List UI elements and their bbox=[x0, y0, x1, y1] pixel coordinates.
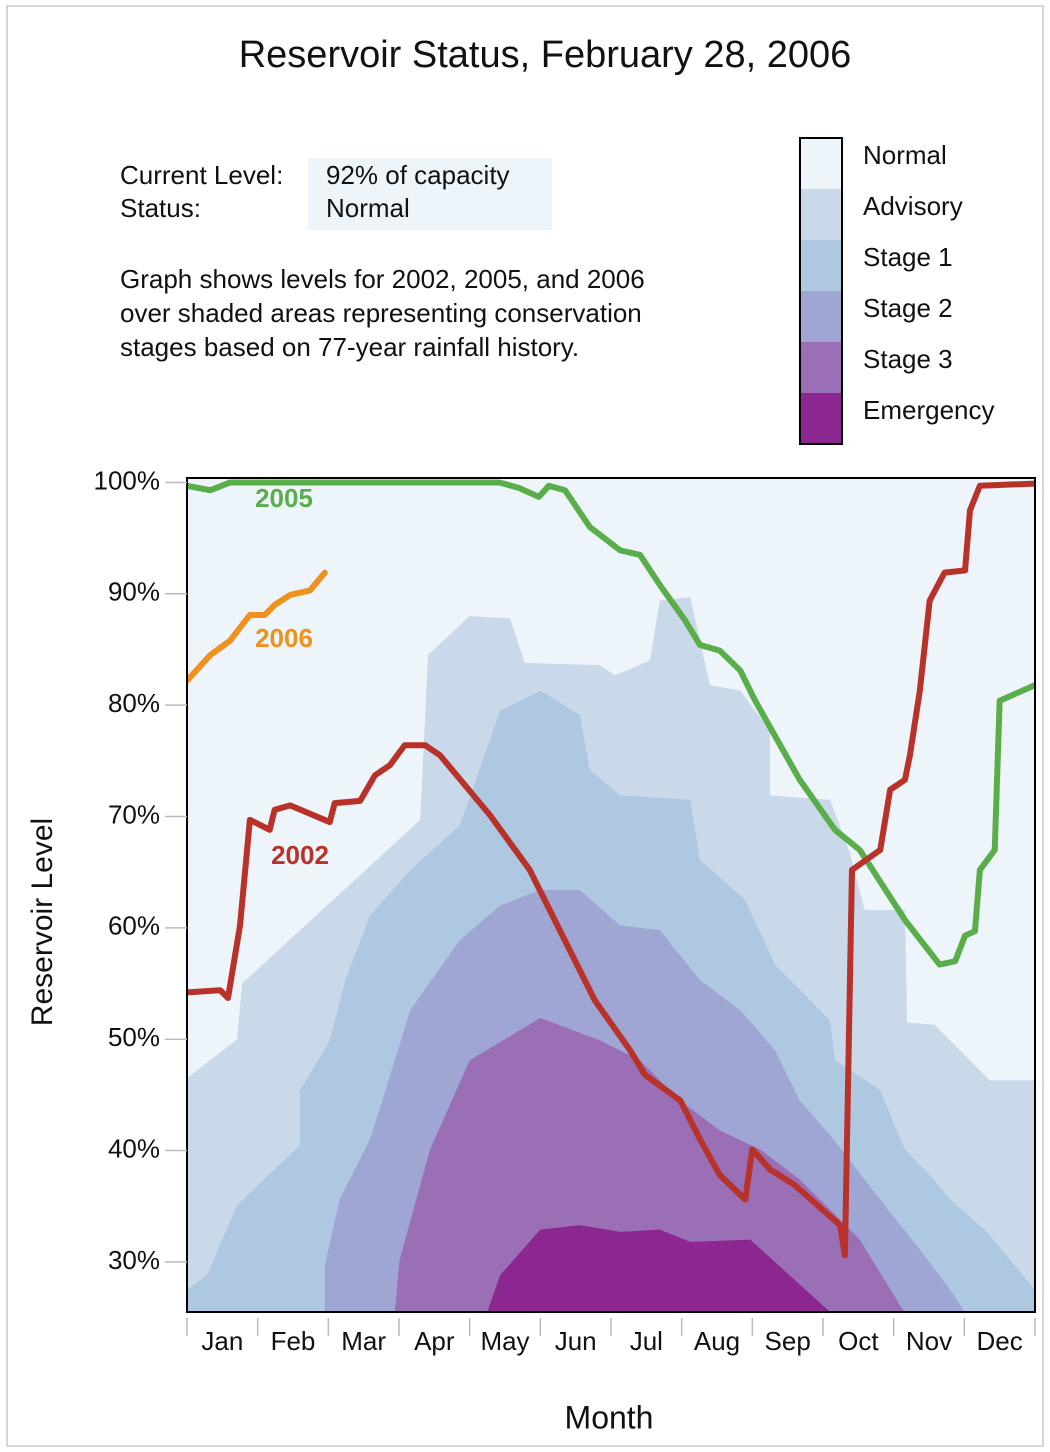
legend-label: Advisory bbox=[863, 191, 963, 221]
stage-area bbox=[394, 1018, 905, 1312]
series-line bbox=[187, 569, 328, 684]
x-tick-label: Apr bbox=[414, 1326, 455, 1356]
series-label: 2006 bbox=[255, 623, 313, 653]
x-tick-label: Mar bbox=[341, 1326, 386, 1356]
legend-swatch bbox=[800, 291, 842, 342]
legend-label: Normal bbox=[863, 140, 947, 170]
x-tick-label: Aug bbox=[694, 1326, 740, 1356]
stage-area bbox=[487, 1225, 831, 1312]
y-tick-label: 60% bbox=[108, 911, 160, 941]
series-label: 2005 bbox=[255, 483, 313, 513]
y-tick-label: 40% bbox=[108, 1133, 160, 1163]
note: over shaded areas representing conservat… bbox=[120, 298, 642, 328]
info-value: 92% of capacity bbox=[326, 160, 510, 190]
note: Graph shows levels for 2002, 2005, and 2… bbox=[120, 264, 645, 294]
y-tick-label: 80% bbox=[108, 688, 160, 718]
chart-title: Reservoir Status, February 28, 2006 bbox=[239, 34, 852, 76]
info-value: Normal bbox=[326, 193, 410, 223]
legend-swatch bbox=[800, 342, 842, 393]
y-tick-label: 30% bbox=[108, 1245, 160, 1275]
legend-border bbox=[799, 137, 843, 445]
legend-swatch bbox=[800, 189, 842, 240]
legend-swatch bbox=[800, 138, 842, 189]
info-label: Status: bbox=[120, 193, 201, 223]
y-axis-label: Reservoir Level bbox=[26, 818, 59, 1026]
series-line bbox=[187, 479, 1035, 968]
x-tick-label: Dec bbox=[977, 1326, 1023, 1356]
y-tick-label: 100% bbox=[94, 465, 161, 495]
x-tick-label: Jan bbox=[201, 1326, 243, 1356]
legend-label: Stage 1 bbox=[863, 242, 953, 272]
plot-border bbox=[186, 477, 1036, 1313]
x-tick-label: Sep bbox=[765, 1326, 811, 1356]
x-tick-label: Jul bbox=[630, 1326, 663, 1356]
x-tick-label: Nov bbox=[906, 1326, 952, 1356]
y-tick-label: 70% bbox=[108, 799, 160, 829]
x-tick-label: Jun bbox=[555, 1326, 597, 1356]
legend-label: Stage 3 bbox=[863, 344, 953, 374]
x-tick-label: May bbox=[480, 1326, 529, 1356]
y-tick-label: 90% bbox=[108, 577, 160, 607]
legend-label: Stage 2 bbox=[863, 293, 953, 323]
info-label: Current Level: bbox=[120, 160, 283, 190]
y-tick-label: 50% bbox=[108, 1022, 160, 1052]
series-label: 2002 bbox=[271, 840, 329, 870]
legend-swatch bbox=[800, 393, 842, 444]
status-box bbox=[308, 158, 552, 230]
x-tick-label: Feb bbox=[271, 1326, 316, 1356]
x-axis-label: Month bbox=[565, 1399, 654, 1435]
plot bbox=[187, 478, 1035, 1312]
legend-label: Emergency bbox=[863, 395, 995, 425]
note: stages based on 77-year rainfall history… bbox=[120, 332, 579, 362]
legend-swatch bbox=[800, 240, 842, 291]
series-line bbox=[187, 480, 1035, 1259]
x-tick-label: Oct bbox=[838, 1326, 879, 1356]
